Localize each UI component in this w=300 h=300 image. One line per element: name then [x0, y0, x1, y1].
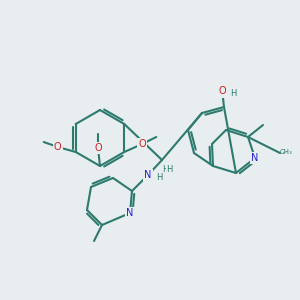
Text: methyl: methyl	[283, 152, 288, 153]
Text: O: O	[54, 142, 62, 152]
Text: O: O	[218, 86, 226, 96]
Text: H: H	[229, 89, 236, 98]
Text: O: O	[138, 139, 146, 149]
Text: N: N	[126, 208, 134, 218]
Text: N: N	[126, 208, 134, 218]
Text: H: H	[166, 166, 172, 175]
Text: O: O	[54, 142, 62, 152]
Text: O: O	[94, 143, 102, 153]
Text: N: N	[251, 153, 259, 163]
Text: N: N	[144, 170, 152, 180]
Text: H: H	[162, 166, 168, 175]
Text: O: O	[138, 139, 146, 149]
Text: O: O	[218, 87, 226, 97]
Text: N: N	[251, 153, 259, 163]
Text: H: H	[230, 88, 236, 98]
Text: N: N	[144, 170, 152, 180]
Text: H: H	[156, 173, 162, 182]
Text: O: O	[94, 143, 102, 153]
Text: H: H	[156, 172, 162, 182]
Text: CH₃: CH₃	[280, 149, 293, 155]
